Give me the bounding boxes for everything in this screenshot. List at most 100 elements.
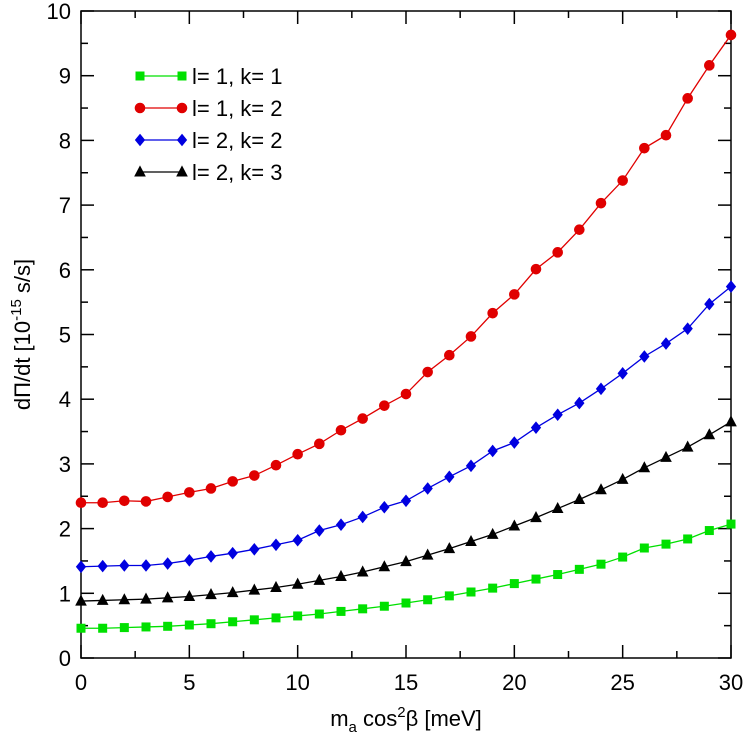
data-point — [487, 444, 498, 458]
series-line — [81, 523, 732, 629]
y-tick-label: 4 — [59, 387, 71, 412]
data-point — [422, 366, 433, 378]
series-line — [80, 421, 732, 602]
data-point — [444, 470, 455, 484]
data-point — [97, 497, 108, 509]
data-point — [551, 501, 564, 514]
y-axis-label-main: dΠ/dt [10 — [10, 321, 35, 410]
legend-marker — [177, 71, 187, 81]
data-point — [509, 579, 519, 589]
data-point — [119, 559, 130, 572]
data-point — [249, 470, 260, 481]
data-point — [444, 591, 454, 601]
legend-entry: l= 1, k= 1 — [135, 64, 283, 89]
legend-marker — [176, 102, 188, 114]
data-point — [616, 472, 629, 484]
series-4 — [75, 415, 737, 606]
data-point — [466, 587, 476, 597]
data-point — [488, 583, 498, 593]
y-tick-label: 0 — [59, 646, 71, 671]
data-point — [336, 606, 346, 616]
y-tick-label: 1 — [59, 581, 71, 606]
legend-entry: l= 2, k= 2 — [134, 128, 283, 153]
data-point — [725, 280, 737, 293]
data-point — [271, 613, 281, 623]
y-tick-label: 8 — [59, 128, 71, 153]
data-point — [531, 574, 541, 584]
data-point — [595, 483, 607, 495]
data-point — [639, 350, 650, 363]
data-point — [400, 555, 412, 567]
data-point — [530, 421, 542, 434]
data-point — [465, 534, 477, 547]
data-point — [552, 247, 563, 258]
data-point — [553, 570, 563, 580]
data-point — [206, 619, 216, 629]
x-axis-label-end: β [meV] — [406, 706, 482, 731]
x-axis-label-sup: 2 — [397, 704, 405, 721]
legend-label: l= 1, k= 2 — [192, 96, 283, 121]
x-tick-label: 15 — [394, 670, 418, 695]
data-point — [595, 382, 607, 396]
legend-label: l= 2, k= 2 — [192, 128, 283, 153]
data-point — [205, 550, 217, 563]
data-point — [421, 548, 434, 560]
series-line — [80, 286, 732, 568]
data-point — [725, 29, 737, 41]
y-axis-label-sup: -15 — [8, 299, 25, 321]
data-point — [205, 588, 217, 600]
legend-entry: l= 1, k= 2 — [134, 96, 283, 121]
x-axis-label: ma cos2β [meV] — [330, 704, 482, 736]
data-point — [184, 554, 195, 567]
data-point — [379, 601, 389, 611]
y-tick-label: 9 — [59, 64, 71, 89]
legend-entry: l= 2, k= 3 — [134, 160, 283, 185]
data-point — [552, 408, 563, 422]
data-point — [248, 583, 261, 595]
data-point — [617, 175, 628, 186]
legend-label: l= 1, k= 1 — [192, 64, 283, 89]
data-point — [249, 543, 260, 556]
data-point — [357, 413, 368, 424]
data-point — [314, 609, 324, 619]
data-point — [574, 564, 584, 574]
data-point — [292, 448, 303, 460]
data-point — [335, 424, 347, 436]
data-point — [162, 491, 173, 503]
data-point — [660, 129, 672, 141]
data-point — [508, 519, 521, 531]
data-point — [422, 482, 433, 495]
data-point — [183, 589, 196, 602]
data-point — [97, 559, 108, 573]
data-point — [356, 565, 369, 577]
data-point — [660, 337, 672, 350]
data-point — [573, 492, 586, 504]
legend-marker — [176, 133, 188, 147]
legend-marker — [134, 102, 146, 114]
data-point — [530, 511, 542, 523]
legend-marker — [135, 71, 145, 81]
data-point — [682, 322, 693, 335]
data-point — [486, 527, 499, 539]
data-point — [400, 388, 412, 400]
series-layer — [75, 29, 737, 633]
axis-ticks — [80, 10, 732, 659]
data-point — [98, 623, 108, 633]
data-point — [509, 436, 520, 449]
data-point — [76, 623, 86, 633]
data-point — [226, 586, 239, 598]
data-point — [270, 459, 282, 471]
data-point — [184, 620, 194, 630]
data-point — [638, 461, 651, 473]
data-point — [725, 415, 737, 427]
data-point — [75, 560, 87, 574]
data-point — [118, 593, 131, 605]
data-point — [378, 560, 391, 572]
data-point — [661, 539, 671, 549]
data-point — [335, 518, 347, 532]
legend-label: l= 2, k= 3 — [192, 160, 283, 185]
data-point — [704, 60, 715, 71]
data-point — [141, 622, 151, 632]
data-point — [184, 487, 195, 498]
data-point — [357, 510, 368, 524]
